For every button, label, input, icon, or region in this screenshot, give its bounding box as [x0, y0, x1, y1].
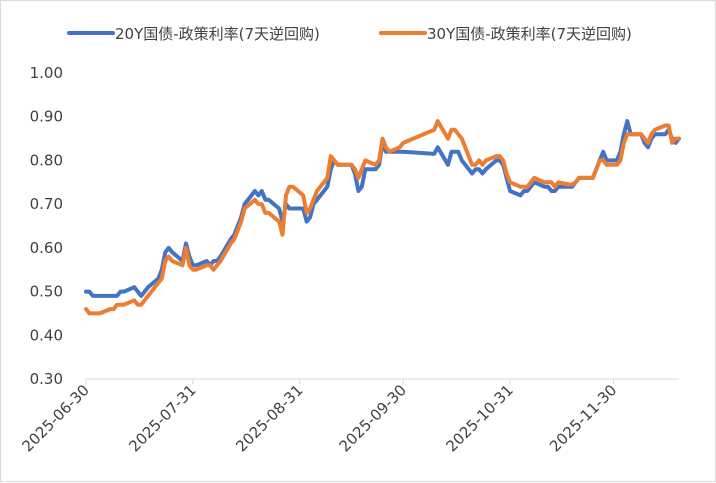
x-tick-label: 2025-06-30 — [18, 381, 92, 455]
legend-label: 30Y国债-政策利率(7天逆回购) — [427, 25, 632, 43]
y-tick-label: 0.90 — [30, 108, 63, 126]
y-tick-label: 1.00 — [30, 64, 63, 82]
y-tick-label: 0.80 — [30, 151, 63, 169]
series-line-30y — [84, 119, 681, 316]
y-tick-label: 0.70 — [30, 195, 63, 213]
legend: 20Y国债-政策利率(7天逆回购) 30Y国债-政策利率(7天逆回购) — [67, 25, 632, 43]
legend-label: 20Y国债-政策利率(7天逆回购) — [115, 25, 320, 43]
series-layer — [84, 119, 681, 316]
x-axis: 2025-06-30 2025-07-31 2025-08-31 2025-09-30… — [18, 378, 679, 455]
x-tick-label: 2025-09-30 — [336, 381, 410, 455]
x-tick-label: 2025-10-31 — [443, 381, 517, 455]
x-tick-label: 2025-07-31 — [125, 381, 199, 455]
x-tick-label: 2025-11-30 — [546, 381, 620, 455]
y-tick-label: 0.60 — [30, 239, 63, 257]
y-axis: 0.30 0.40 0.50 0.60 0.70 0.80 0.90 1.00 — [30, 64, 63, 388]
y-tick-label: 0.50 — [30, 283, 63, 301]
y-tick-label: 0.40 — [30, 326, 63, 344]
y-tick-label: 0.30 — [30, 370, 63, 388]
x-tick-label: 2025-08-31 — [232, 381, 306, 455]
